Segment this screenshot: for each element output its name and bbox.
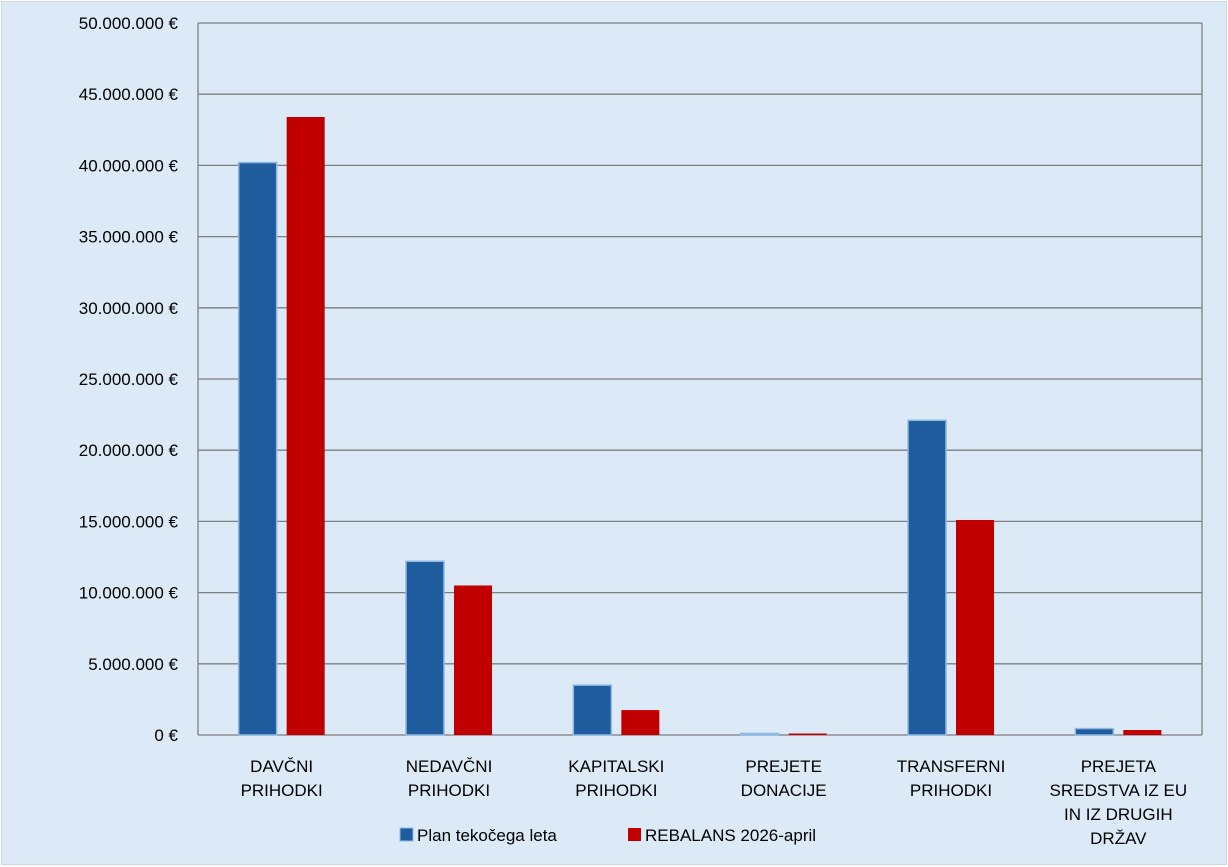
y-tick-label: 20.000.000 € xyxy=(79,441,179,460)
x-category-label: PREJETE DONACIJE xyxy=(741,757,827,800)
y-tick-label: 0 € xyxy=(154,726,178,745)
x-category-label-line: PREJETE xyxy=(745,757,822,776)
x-category-label-line: PRIHODKI xyxy=(408,781,490,800)
y-tick-label: 40.000.000 € xyxy=(79,156,179,175)
bar-plan-1 xyxy=(405,560,445,736)
x-category-label-line: KAPITALSKI xyxy=(568,757,664,776)
bar-rebalans-4 xyxy=(956,519,994,735)
y-tick-label: 10.000.000 € xyxy=(79,584,179,603)
x-category-label-line: SREDSTVA IZ EU xyxy=(1050,781,1188,800)
bars xyxy=(237,116,1162,736)
bar-plan-0 xyxy=(237,161,278,736)
x-category-label: TRANSFERNI PRIHODKI xyxy=(897,757,1006,800)
x-category-label-line: PREJETA xyxy=(1081,757,1157,776)
x-category-label-line: PRIHODKI xyxy=(575,781,657,800)
bar-rebalans-0 xyxy=(286,116,325,735)
x-category-label-line: PRIHODKI xyxy=(241,781,323,800)
x-category-label-line: DONACIJE xyxy=(741,781,827,800)
bar-plan-3 xyxy=(739,732,780,736)
bar-plan-2 xyxy=(572,684,613,736)
x-category-label-line: DRŽAV xyxy=(1090,829,1147,848)
bar-rebalans-2 xyxy=(621,710,660,735)
x-category-label-line: DAVČNI xyxy=(250,757,313,776)
bar-plan-4 xyxy=(907,419,947,736)
x-category-label-line: IN IZ DRUGIH xyxy=(1064,805,1173,824)
bar-rebalans-1 xyxy=(454,585,492,735)
legend-swatch xyxy=(399,827,414,842)
y-tick-label: 35.000.000 € xyxy=(79,228,179,247)
x-category-label: NEDAVČNI PRIHODKI xyxy=(406,757,493,800)
y-tick-label: 5.000.000 € xyxy=(88,655,178,674)
legend: Plan tekočega leta REBALANS 2026-april xyxy=(399,826,816,845)
x-category-label-line: PRIHODKI xyxy=(910,781,992,800)
y-tick-label: 45.000.000 € xyxy=(79,85,179,104)
y-tick-label: 15.000.000 € xyxy=(79,512,179,531)
x-category-label-line: NEDAVČNI xyxy=(406,757,493,776)
y-tick-label: 50.000.000 € xyxy=(79,14,179,33)
x-category-label: KAPITALSKI PRIHODKI xyxy=(568,757,664,800)
bar-rebalans-5 xyxy=(1123,730,1162,735)
bar-rebalans-3 xyxy=(788,733,827,735)
legend-label: REBALANS 2026-april xyxy=(645,826,816,845)
gridlines xyxy=(198,22,1202,736)
x-category-label: DAVČNI PRIHODKI xyxy=(241,757,323,800)
legend-label: Plan tekočega leta xyxy=(417,826,557,845)
y-tick-label: 30.000.000 € xyxy=(79,299,179,318)
x-category-label-line: TRANSFERNI xyxy=(897,757,1006,776)
legend-swatch xyxy=(628,828,641,841)
x-category-label: PREJETA SREDSTVA IZ EU IN IZ DRUGIH DRŽAV xyxy=(1050,757,1188,848)
y-axis: 0 € 5.000.000 € 10.000.000 € 15.000.000 € 20… xyxy=(79,14,179,745)
y-tick-label: 25.000.000 € xyxy=(79,370,179,389)
bar-plan-5 xyxy=(1074,727,1115,736)
